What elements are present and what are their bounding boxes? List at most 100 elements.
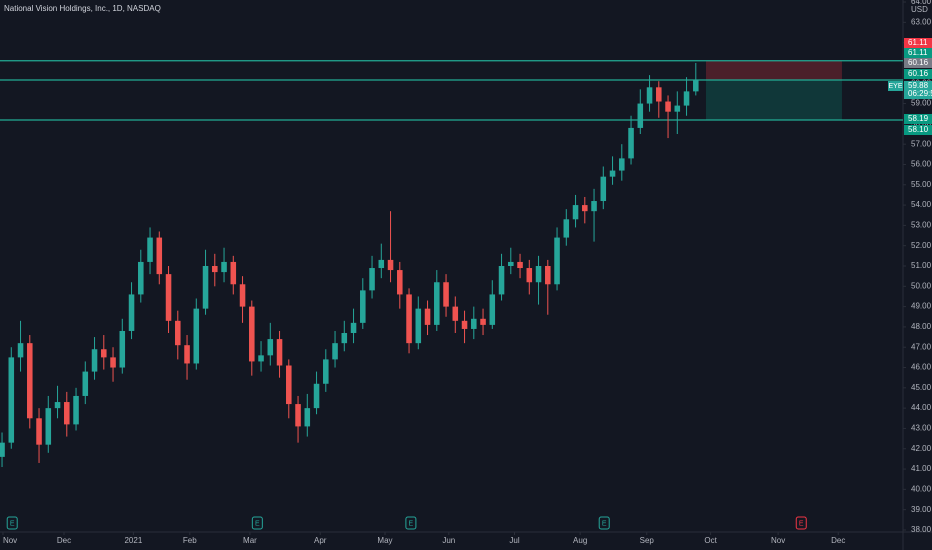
candle-body — [323, 359, 329, 384]
candle-body — [480, 318, 486, 325]
candle-body — [387, 259, 394, 271]
x-tick-label: Feb — [183, 536, 197, 545]
x-tick-label: Aug — [573, 536, 587, 545]
candle-body — [295, 404, 301, 427]
y-tick-label: 51.00 — [911, 261, 932, 270]
price-label: 60.16 — [908, 69, 929, 78]
earnings-marker — [6, 516, 18, 530]
candle-body — [101, 349, 107, 358]
candle-body — [535, 266, 542, 283]
candle-body — [637, 103, 644, 128]
price-label: 59.88 — [908, 81, 929, 90]
candle-body — [609, 170, 616, 177]
candle-body — [212, 266, 218, 273]
candle-body — [397, 270, 403, 295]
candle-body — [582, 205, 588, 212]
y-tick-label: 52.00 — [911, 241, 932, 250]
candle-body — [36, 418, 42, 445]
candle-body — [656, 87, 662, 102]
y-tick-label: 56.00 — [911, 160, 932, 169]
candle-body — [424, 308, 431, 325]
candle-body — [184, 345, 190, 364]
earnings-marker — [598, 516, 610, 530]
candle-body — [128, 294, 135, 331]
price-label-bg — [904, 81, 932, 91]
x-tick-label: May — [377, 536, 392, 545]
earnings-marker — [795, 516, 807, 530]
candle-body — [415, 308, 422, 344]
price-label-bg — [904, 38, 932, 48]
candle-body — [665, 101, 671, 112]
y-tick-label: 50.00 — [911, 281, 932, 290]
chart-title: National Vision Holdings, Inc., 1D, NASD… — [4, 4, 161, 13]
candle-body — [360, 290, 366, 323]
x-tick-label: Nov — [771, 536, 785, 545]
y-tick-label: 42.00 — [911, 444, 932, 453]
candle-body — [628, 127, 634, 159]
y-tick-label: 64.00 — [911, 0, 932, 6]
candle-body — [110, 357, 116, 368]
x-tick-label: Dec — [831, 536, 845, 545]
price-label: 61.11 — [908, 48, 928, 57]
candle-body — [563, 219, 570, 238]
candle-body — [434, 282, 440, 325]
candle-body — [461, 320, 468, 329]
candle-body — [693, 80, 699, 92]
x-tick-label: Sep — [640, 536, 655, 545]
candle-body — [147, 237, 153, 262]
candle-body — [591, 201, 597, 212]
price-label: 58.19 — [908, 114, 929, 123]
y-tick-label: 38.00 — [911, 525, 932, 534]
y-tick-label: 53.00 — [911, 220, 932, 229]
candle-body — [175, 320, 181, 346]
x-tick-label: Oct — [704, 536, 717, 545]
y-tick-label: 45.00 — [911, 383, 932, 392]
candle-body — [45, 408, 52, 445]
candle-body — [156, 237, 163, 275]
ticker-tag: EYE — [888, 83, 902, 90]
candle-body — [165, 274, 172, 321]
price-label-bg — [904, 114, 932, 124]
candle-body — [27, 343, 33, 419]
candle-body — [249, 306, 255, 362]
candle-body — [619, 158, 625, 171]
candle-body — [8, 357, 15, 443]
y-tick-label: 40.00 — [911, 484, 932, 493]
candle-body — [341, 333, 348, 344]
y-tick-label: 59.00 — [911, 99, 932, 108]
y-tick-label: 43.00 — [911, 424, 932, 433]
candle-body — [489, 294, 496, 325]
y-tick-label: 47.00 — [911, 342, 932, 351]
candle-body — [82, 371, 89, 396]
earnings-marker — [405, 516, 417, 530]
earnings-label: E — [409, 520, 414, 527]
price-label: 06:29:5 — [908, 89, 932, 98]
y-tick-label: 39.00 — [911, 505, 932, 514]
candle-body — [471, 318, 477, 329]
earnings-label: E — [10, 520, 15, 527]
candle-body — [17, 343, 24, 358]
candle-body — [54, 402, 61, 409]
x-tick-label: Nov — [3, 536, 17, 545]
y-tick-label: 63.00 — [911, 17, 932, 26]
earnings-label: E — [799, 520, 804, 527]
candle-body — [498, 266, 505, 295]
x-tick-label: Mar — [243, 536, 257, 545]
earnings-label: E — [255, 520, 260, 527]
candle-body — [378, 259, 385, 269]
candle-body — [193, 308, 200, 364]
x-tick-label: Dec — [57, 536, 71, 545]
candle-body — [443, 282, 449, 307]
price-label-bg — [904, 69, 932, 79]
candle-body — [369, 268, 375, 291]
earnings-marker — [251, 516, 263, 530]
y-tick-label: 48.00 — [911, 322, 932, 331]
earnings-label: E — [602, 520, 607, 527]
stop-zone — [705, 60, 842, 81]
candle-body — [138, 261, 144, 295]
x-tick-label: Apr — [314, 536, 327, 545]
price-label-bg — [904, 48, 932, 58]
